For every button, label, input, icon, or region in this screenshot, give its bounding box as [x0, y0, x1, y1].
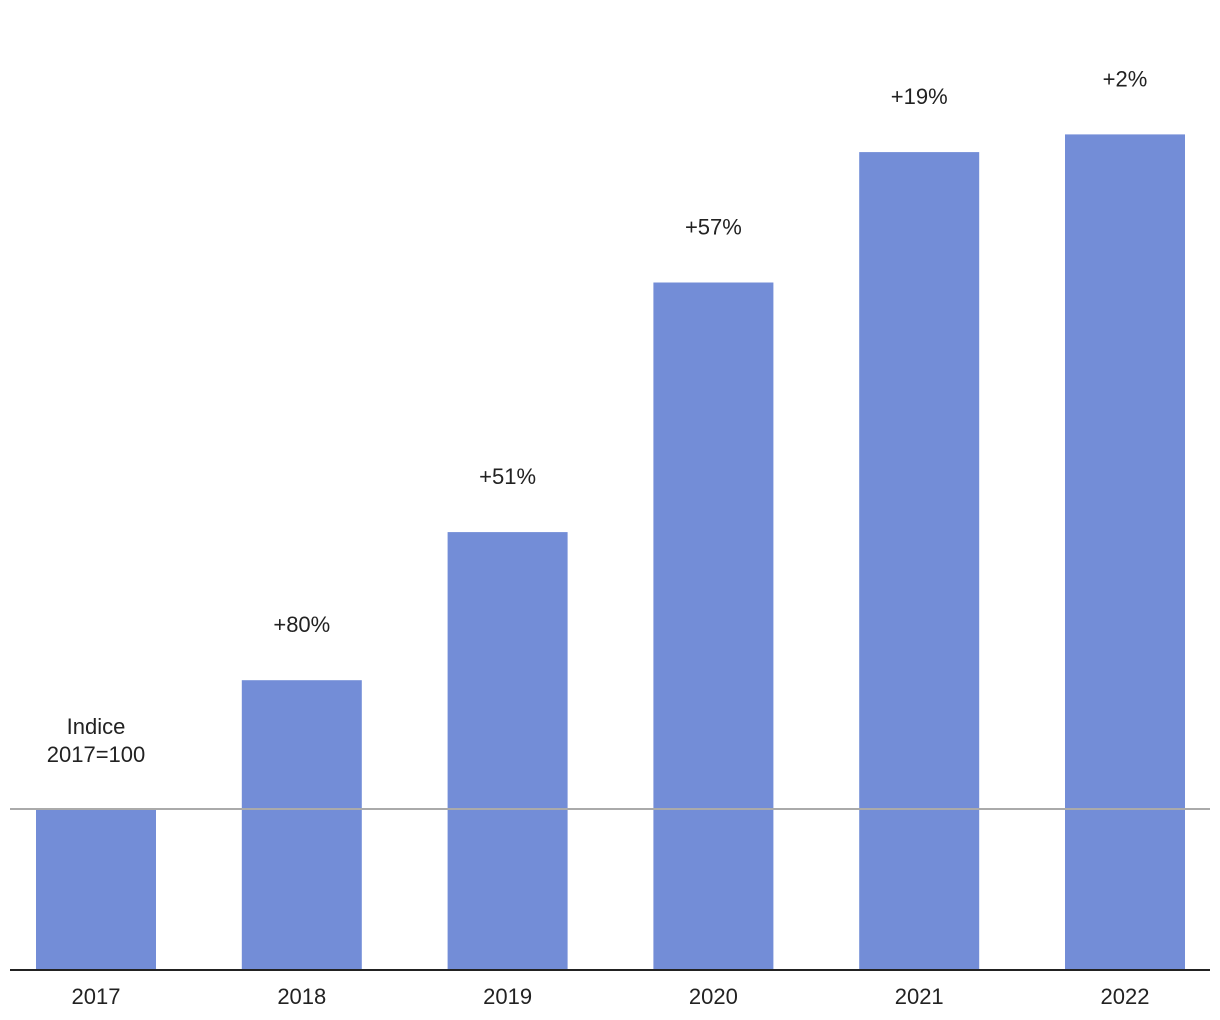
data-label-2019: +51% — [479, 464, 536, 489]
data-label-2018: +80% — [273, 612, 330, 637]
data-label-2020: +57% — [685, 215, 742, 240]
bars-group — [36, 134, 1185, 971]
x-tick-label-2017: 2017 — [72, 984, 121, 1009]
x-tick-labels: 2017 2018 2019 2020 2021 2022 — [72, 984, 1150, 1009]
reference-label-line: Indice — [67, 714, 126, 739]
bar-2021 — [859, 152, 980, 971]
bar-2017 — [36, 809, 156, 970]
x-tick-label-2021: 2021 — [895, 984, 944, 1009]
bar-2020 — [653, 282, 774, 970]
x-tick-label-2018: 2018 — [277, 984, 326, 1009]
reference-label: Indice 2017=100 — [47, 714, 146, 767]
data-label-2022: +2% — [1103, 66, 1148, 91]
reference-label-line: 2017=100 — [47, 742, 146, 767]
x-tick-label-2019: 2019 — [483, 984, 532, 1009]
data-label-2021: +19% — [891, 84, 948, 109]
bar-2018 — [241, 680, 362, 970]
bar-2019 — [447, 532, 568, 970]
bar-2022 — [1065, 134, 1185, 970]
x-tick-label-2020: 2020 — [689, 984, 738, 1009]
data-labels: +80% +51% +57% +19% +2% — [273, 66, 1147, 637]
x-tick-label-2022: 2022 — [1101, 984, 1150, 1009]
